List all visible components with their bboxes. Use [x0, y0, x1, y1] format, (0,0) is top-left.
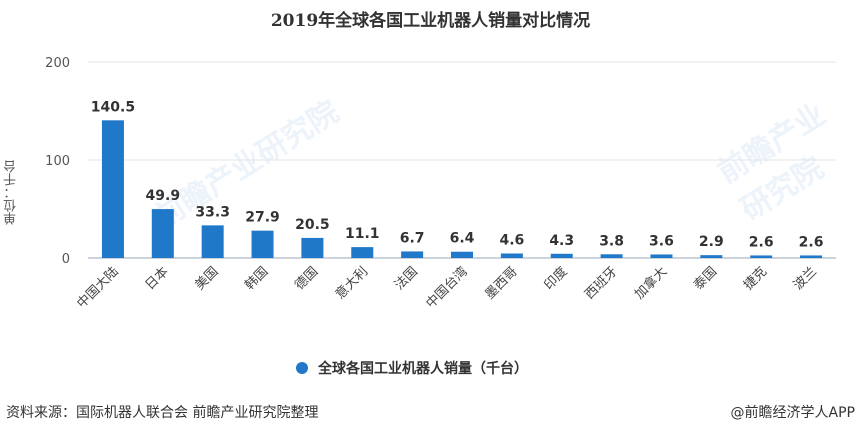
y-tick-label: 0 — [62, 252, 70, 267]
credit-note: @前瞻经济学人APP — [730, 405, 855, 421]
y-tick-label: 200 — [45, 56, 70, 71]
bar — [251, 230, 274, 258]
bar — [101, 120, 124, 258]
data-label: 4.3 — [549, 233, 574, 249]
bar — [650, 254, 673, 258]
x-tick-label: 印度 — [541, 264, 571, 294]
bar — [351, 247, 374, 258]
data-label: 11.1 — [345, 226, 380, 242]
bar — [451, 251, 473, 258]
bar-chart: 0 100 200 140.5 中国大陆 49.9 日本 33.3 美国 27.9 韩国 20.5 德国… — [45, 56, 836, 312]
x-tick-label: 波兰 — [791, 264, 820, 293]
x-tick-label: 捷克 — [741, 264, 770, 293]
bar — [800, 255, 823, 258]
x-tick-label: 西班牙 — [582, 264, 620, 302]
data-label: 20.5 — [295, 217, 330, 233]
x-tick-label: 中国大陆 — [74, 264, 122, 312]
data-label: 3.8 — [599, 233, 624, 249]
x-tick-label: 法国 — [392, 264, 421, 293]
data-label: 33.3 — [195, 204, 230, 220]
data-label: 6.7 — [400, 230, 425, 246]
legend: 全球各国工业机器人销量（千台） — [296, 358, 528, 378]
data-label: 2.9 — [699, 234, 724, 250]
x-tick-label: 加拿大 — [631, 264, 670, 303]
bar — [600, 254, 623, 258]
x-tick-label: 泰国 — [691, 264, 720, 293]
data-label: 3.6 — [649, 233, 674, 249]
data-label: 140.5 — [91, 99, 135, 115]
x-tick-label: 墨西哥 — [483, 264, 521, 302]
bar — [550, 253, 573, 258]
y-tick-label: 100 — [45, 154, 70, 169]
x-tick-label: 日本 — [143, 264, 172, 293]
x-tick-label: 美国 — [192, 264, 221, 293]
x-tick-label: 韩国 — [242, 264, 271, 293]
x-tick-label: 德国 — [292, 264, 321, 293]
data-label: 2.6 — [749, 234, 774, 250]
x-tick-label: 意大利 — [332, 264, 371, 303]
data-label: 27.9 — [245, 210, 280, 226]
bar — [750, 255, 773, 258]
legend-label: 全球各国工业机器人销量（千台） — [318, 361, 528, 377]
chart-title: 2019年全球各国工业机器人销量对比情况 — [270, 11, 591, 31]
bar — [301, 237, 324, 258]
bar — [401, 251, 424, 258]
data-label: 2.6 — [799, 234, 824, 250]
data-label: 6.4 — [450, 231, 475, 247]
legend-marker — [296, 362, 308, 374]
data-label: 4.6 — [499, 232, 524, 248]
data-label: 49.9 — [146, 188, 181, 204]
source-note: 资料来源：国际机器人联合会 前瞻产业研究院整理 — [6, 405, 319, 421]
bar — [201, 225, 224, 258]
bar — [500, 253, 523, 258]
bar — [700, 255, 723, 258]
x-tick-label: 中国台湾 — [423, 264, 471, 312]
bar — [151, 209, 174, 258]
